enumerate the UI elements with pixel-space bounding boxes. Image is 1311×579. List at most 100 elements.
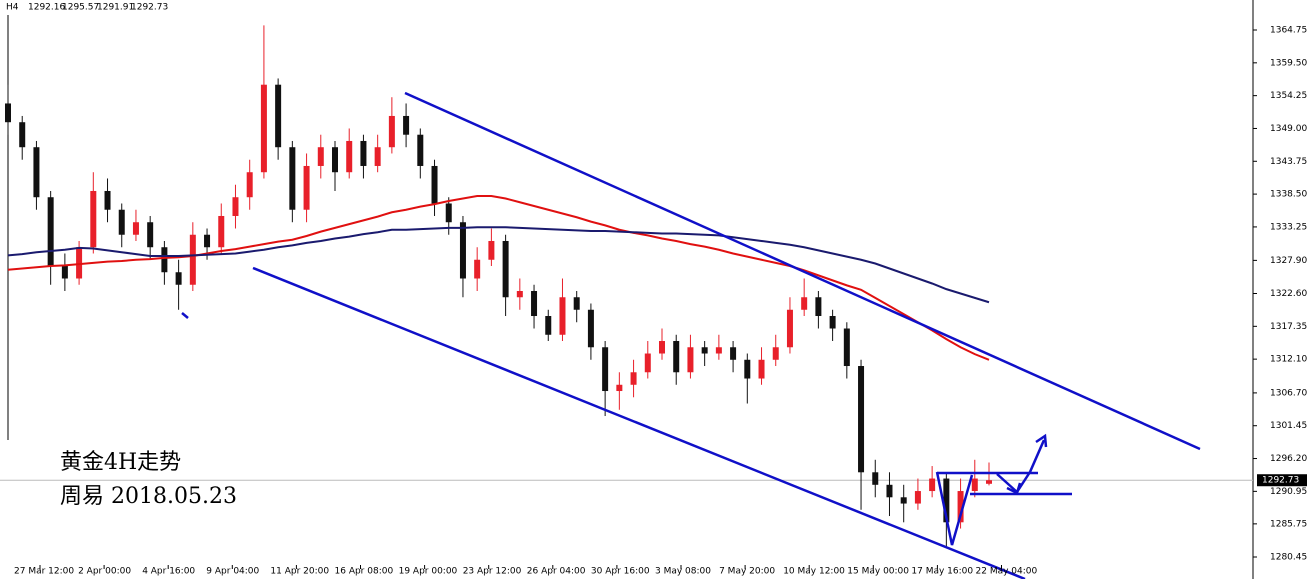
last-low: 1291.91 bbox=[97, 3, 134, 13]
candle-body bbox=[260, 84, 267, 173]
candle-body bbox=[602, 347, 609, 392]
candle-body bbox=[374, 147, 381, 166]
candle-body bbox=[715, 347, 722, 354]
last-close: 1292.73 bbox=[131, 3, 168, 13]
x-tick-label: 15 May 00:00 bbox=[847, 567, 909, 577]
zigzag bbox=[935, 471, 974, 546]
arrow-head bbox=[1035, 433, 1048, 448]
y-tick-label: 1333.25 bbox=[1270, 222, 1307, 232]
candle-body bbox=[388, 115, 395, 148]
short-line bbox=[181, 312, 189, 319]
candle-body bbox=[886, 484, 893, 498]
channel-upper bbox=[404, 91, 1201, 451]
y-tick-label: 1327.90 bbox=[1270, 256, 1307, 266]
x-tick-label: 3 May 08:00 bbox=[655, 567, 711, 577]
current-price-label: 1292.73 bbox=[1262, 476, 1299, 486]
candle-body bbox=[616, 384, 623, 392]
x-tick-label: 22 May 04:00 bbox=[976, 567, 1038, 577]
candle-body bbox=[90, 190, 97, 248]
x-tick-label: 4 Apr 16:00 bbox=[142, 567, 195, 577]
candle-body bbox=[587, 309, 594, 348]
y-tick-label: 1312.10 bbox=[1270, 355, 1307, 365]
y-tick-label: 1306.70 bbox=[1270, 388, 1307, 398]
drawings bbox=[181, 91, 1201, 579]
candle-body bbox=[659, 341, 665, 354]
channel-lower bbox=[252, 266, 1026, 579]
current-price-box bbox=[1257, 474, 1307, 487]
y-tick-label: 1285.75 bbox=[1270, 519, 1307, 529]
candle-body bbox=[644, 353, 651, 373]
x-tick-label: 7 May 20:00 bbox=[719, 567, 775, 577]
moving-average bbox=[7, 194, 990, 361]
candle-body bbox=[118, 209, 125, 235]
annotation: 周易 2018.05.23 bbox=[60, 484, 237, 509]
y-tick-label: 1301.45 bbox=[1270, 421, 1307, 431]
candle-body bbox=[914, 491, 921, 504]
x-tick-label: 11 Apr 20:00 bbox=[270, 567, 329, 577]
candle-body bbox=[943, 478, 950, 523]
candle-body bbox=[76, 247, 83, 279]
candle-body bbox=[246, 172, 253, 198]
x-tick-label: 30 Apr 16:00 bbox=[591, 567, 650, 577]
candle-body bbox=[417, 134, 424, 166]
candle-body bbox=[61, 265, 68, 279]
candle-body bbox=[531, 291, 538, 317]
y-tick-label: 1338.50 bbox=[1270, 190, 1307, 200]
up-arrow bbox=[1028, 439, 1046, 473]
candle-body bbox=[104, 190, 111, 210]
candle-body bbox=[275, 84, 282, 148]
x-tick-label: 27 Mar 12:00 bbox=[14, 567, 74, 577]
candle-body bbox=[232, 197, 239, 216]
candle-body bbox=[332, 147, 338, 173]
candle-body bbox=[47, 197, 54, 266]
candle-body bbox=[5, 103, 11, 123]
last-high: 1295.57 bbox=[62, 3, 99, 13]
y-tick-label: 1322.60 bbox=[1270, 289, 1307, 299]
candle-body bbox=[218, 215, 225, 248]
candle-body bbox=[204, 234, 211, 248]
y-tick-label: 1359.50 bbox=[1270, 58, 1307, 68]
y-tick-label: 1354.25 bbox=[1270, 91, 1307, 101]
moving-average bbox=[7, 226, 990, 304]
candle-body bbox=[360, 140, 367, 166]
y-tick-label: 1296.20 bbox=[1270, 454, 1307, 464]
candle-body bbox=[744, 359, 751, 379]
candle-body bbox=[488, 240, 495, 260]
candle-body bbox=[573, 297, 580, 310]
last-open: 1292.16 bbox=[28, 3, 65, 13]
candle-body bbox=[19, 122, 26, 148]
candle-body bbox=[189, 234, 196, 285]
candle-body bbox=[474, 259, 481, 279]
x-tick-label: 16 Apr 08:00 bbox=[335, 567, 394, 577]
candle-body bbox=[872, 472, 879, 485]
arrow-head bbox=[1006, 482, 1022, 495]
candle-body bbox=[957, 491, 964, 523]
y-tick-label: 1364.75 bbox=[1270, 26, 1307, 36]
candle-body bbox=[900, 497, 907, 504]
x-tick-label: 17 May 16:00 bbox=[911, 567, 973, 577]
candle-body bbox=[730, 347, 737, 360]
candle-body bbox=[147, 222, 154, 248]
candle-body bbox=[772, 347, 779, 360]
candle-body bbox=[346, 140, 353, 173]
candle-body bbox=[701, 347, 708, 354]
x-tick-label: 23 Apr 12:00 bbox=[463, 567, 522, 577]
candle-body bbox=[459, 222, 466, 279]
y-tick-label: 1280.45 bbox=[1270, 552, 1307, 562]
x-tick-label: 26 Apr 04:00 bbox=[527, 567, 586, 577]
candle-body bbox=[858, 366, 865, 473]
candle-body bbox=[502, 240, 509, 298]
candle-body bbox=[971, 478, 978, 492]
candle-body bbox=[33, 147, 40, 198]
y-tick-label: 1349.00 bbox=[1270, 124, 1307, 134]
x-tick-label: 10 May 12:00 bbox=[783, 567, 845, 577]
candle-body bbox=[801, 297, 808, 310]
candle-body bbox=[161, 247, 168, 273]
candle-body bbox=[843, 328, 850, 367]
candle-body bbox=[673, 341, 680, 373]
candle-body bbox=[929, 478, 936, 492]
candle-body bbox=[559, 297, 566, 335]
plot bbox=[0, 25, 1253, 548]
